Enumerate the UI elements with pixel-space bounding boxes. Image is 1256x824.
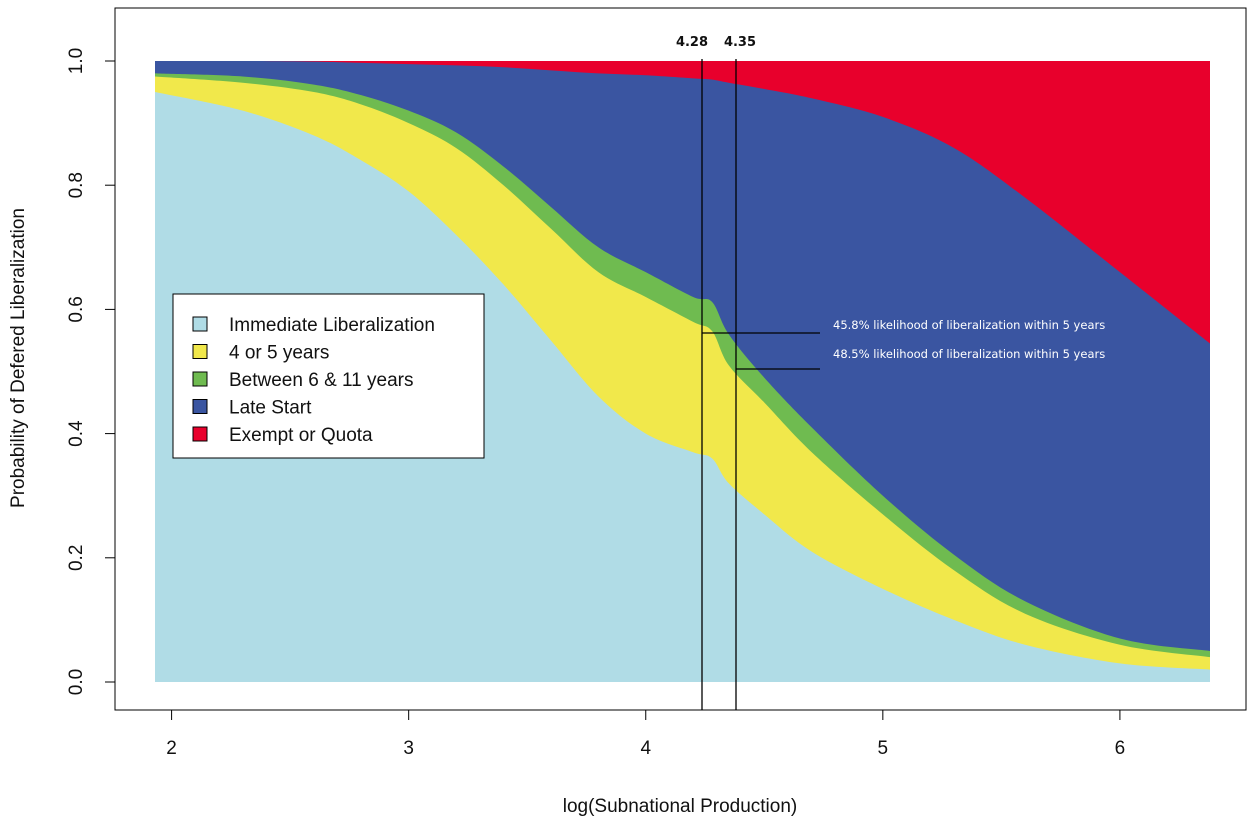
y-tick-label: 0.0 (66, 669, 87, 695)
legend-label: Between 6 & 11 years (229, 370, 413, 391)
y-tick-label: 0.6 (66, 296, 87, 322)
x-tick-label: 6 (1115, 738, 1126, 759)
x-tick-label: 5 (878, 738, 889, 759)
y-tick-label: 0.2 (66, 545, 87, 571)
legend-label: Exempt or Quota (229, 425, 373, 446)
x-tick-label: 2 (166, 738, 177, 759)
annotation-text: 45.8% likelihood of liberalization withi… (833, 318, 1105, 332)
legend-label: Late Start (229, 398, 312, 419)
legend-swatch (192, 344, 208, 359)
y-axis-label: Probability of Defered Liberalization (8, 208, 29, 508)
x-axis: 2 3 4 5 6 (166, 710, 1125, 759)
legend: Immediate Liberalization 4 or 5 years Betw… (172, 293, 485, 459)
x-tick-label: 4 (640, 738, 651, 759)
area-immediate-liberalization (155, 92, 1210, 683)
chart-areas (155, 60, 1210, 683)
plot-frame (114, 7, 1247, 711)
x-axis-label: log(Subnational Production) (563, 796, 798, 817)
x-tick-label: 3 (403, 738, 414, 759)
y-axis: 0.0 0.2 0.4 0.6 0.8 1.0 (66, 48, 115, 695)
legend-swatch (192, 426, 208, 442)
legend-swatch (192, 399, 208, 414)
reference-line-label: 4.28 (676, 35, 708, 50)
legend-swatch (192, 371, 208, 387)
legend-box (172, 293, 485, 459)
legend-swatch (192, 316, 208, 332)
y-tick-label: 0.4 (66, 420, 87, 447)
annotation-text: 48.5% likelihood of liberalization withi… (833, 347, 1105, 361)
y-tick-label: 1.0 (66, 48, 87, 74)
y-tick-label: 0.8 (66, 172, 87, 198)
legend-label: Immediate Liberalization (229, 315, 435, 336)
legend-label: 4 or 5 years (229, 343, 329, 364)
reference-line-label: 4.35 (724, 35, 756, 50)
reference-lines: 4.28 45.8% likelihood of liberalization w… (676, 35, 1105, 710)
